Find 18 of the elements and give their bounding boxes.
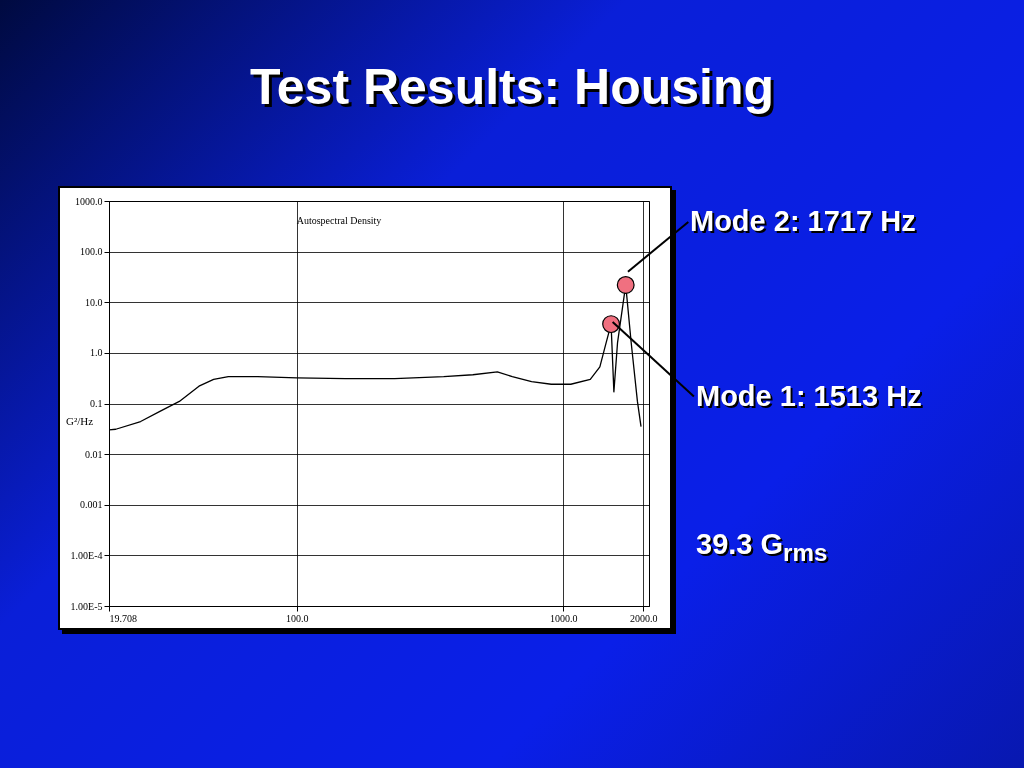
y-tick-label: 100.0	[80, 246, 103, 258]
y-tick-label: 0.001	[80, 499, 103, 511]
y-tick-label: 1.00E-4	[70, 549, 103, 561]
text: 39.3 G$_{rms}$	[696, 528, 828, 567]
y-tick-label: 0.1	[90, 398, 103, 409]
y-tick-label: 1.0	[90, 347, 103, 359]
chart-title: Test Results: Housing	[248, 58, 776, 116]
x-tick-label: 19.708	[109, 612, 137, 624]
y-tick-label: 10.0	[85, 296, 103, 308]
y-tick-label: 1.00E-5	[70, 600, 103, 612]
x-tick-label: 100.0	[286, 612, 309, 624]
annotation: Mode 2: 1717 Hz	[690, 205, 916, 238]
x-tick-label: 1000.0	[549, 612, 578, 624]
y-tick-label: 1000.0	[75, 195, 103, 207]
y-tick-label: 0.01	[85, 448, 103, 460]
x-tick-label: 2000.0	[630, 612, 658, 624]
y-axis-title: G²/Hz	[65, 414, 94, 427]
annotation: Mode 1: 1513 Hz	[696, 380, 922, 413]
